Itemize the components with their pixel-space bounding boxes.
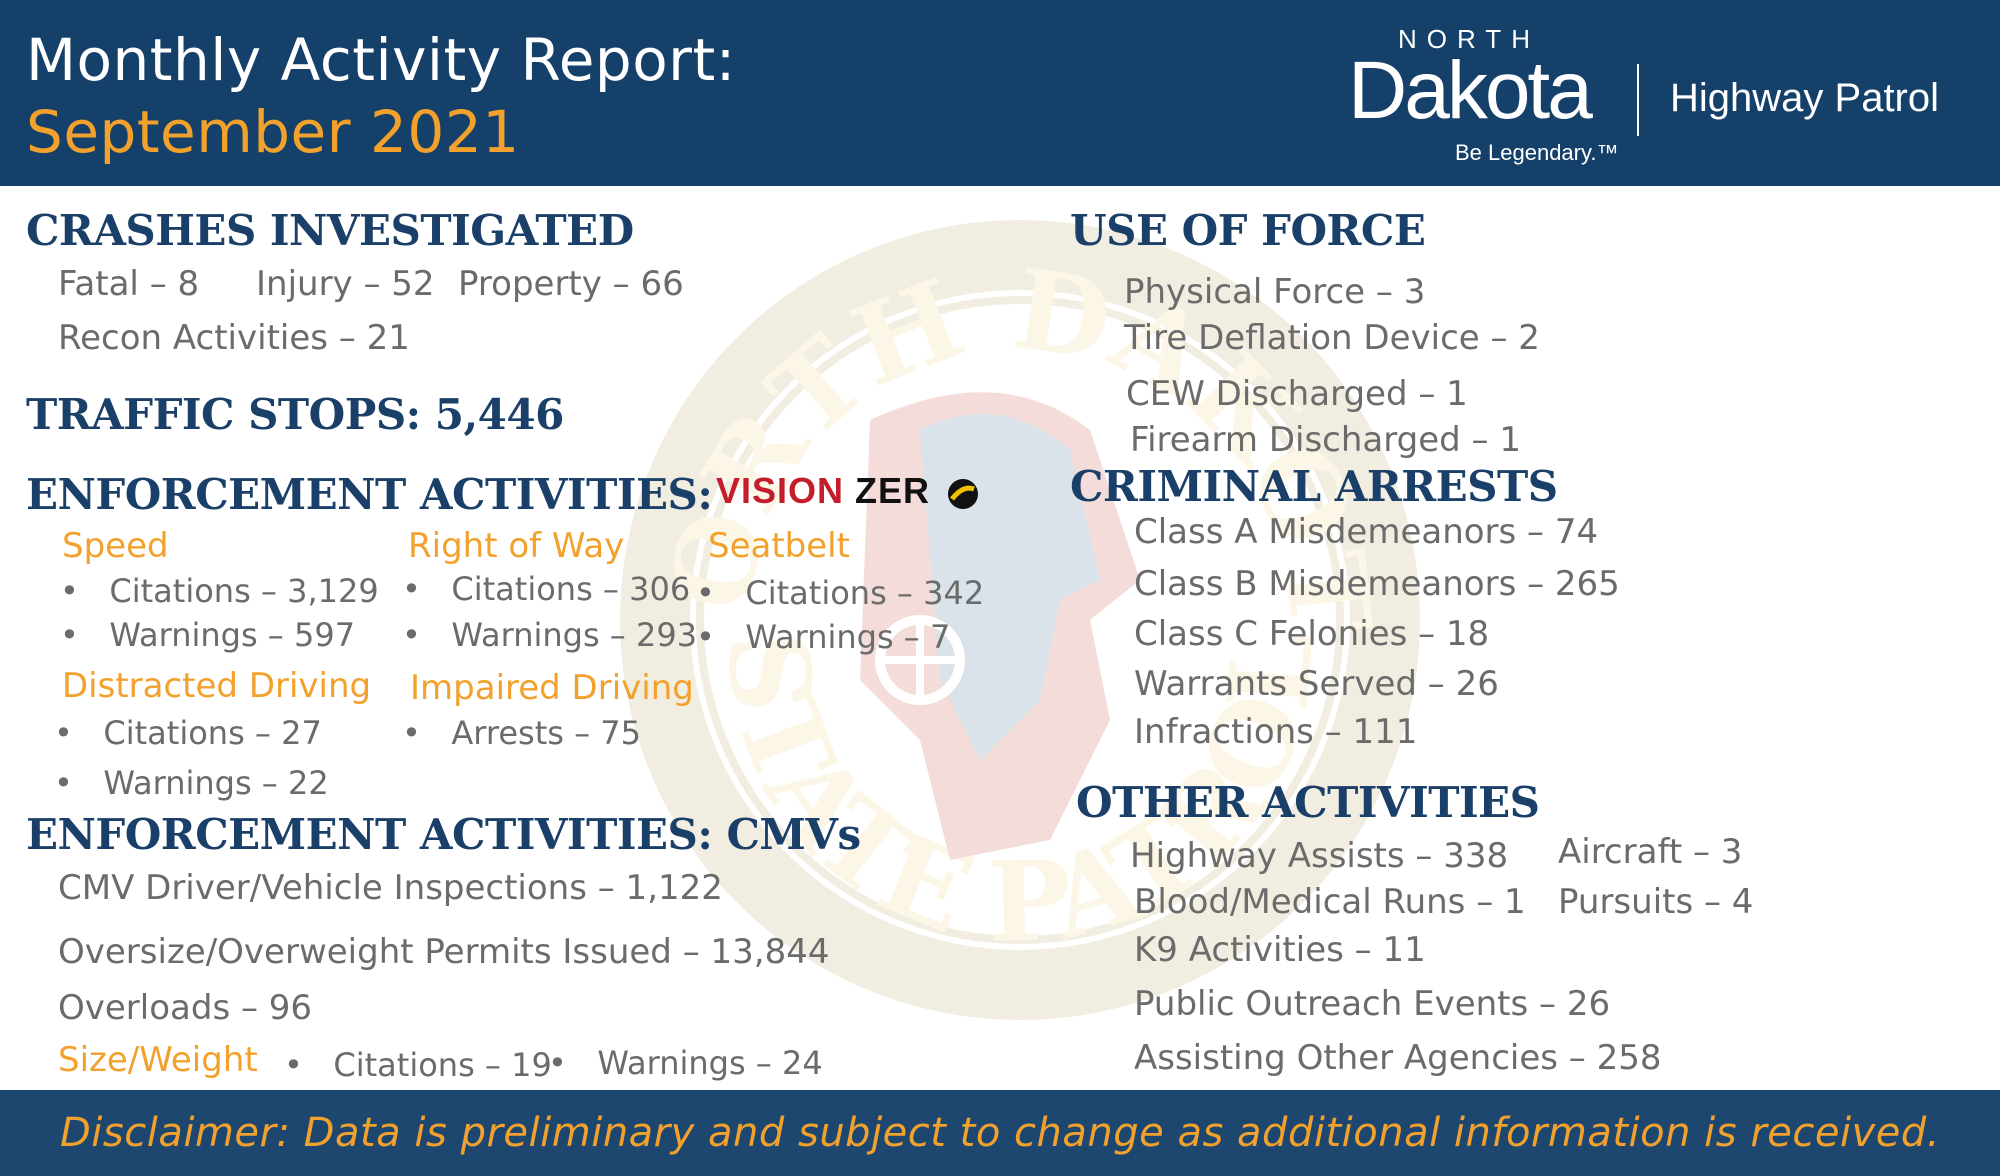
use-of-force-heading: USE OF FORCE	[1070, 206, 1426, 255]
vision-zero-logo: VISION ZER	[716, 470, 930, 512]
use-of-force-item: Firearm Discharged – 1	[1130, 420, 1521, 460]
impaired-arrests: • Arrests – 75	[402, 714, 641, 752]
logo-agency-name: Highway Patrol	[1670, 76, 1940, 120]
right-of-way-title: Right of Way	[408, 526, 625, 566]
use-of-force-item: CEW Discharged – 1	[1126, 374, 1468, 414]
impaired-title: Impaired Driving	[410, 668, 694, 708]
cmv-overloads: Overloads – 96	[58, 988, 313, 1028]
distracted-citations: • Citations – 27	[54, 714, 322, 752]
speed-citations: • Citations – 3,129	[60, 572, 379, 610]
criminal-arrest-item: Warrants Served – 26	[1134, 664, 1499, 704]
cmv-heading: ENFORCEMENT ACTIVITIES: CMVs	[26, 810, 861, 859]
enforcement-heading: ENFORCEMENT ACTIVITIES:	[26, 470, 713, 519]
size-weight-warnings: • Warnings – 24	[548, 1044, 823, 1082]
other-k9: K9 Activities – 11	[1134, 930, 1426, 970]
report-title: Monthly Activity Report:	[26, 26, 736, 94]
other-assisting: Assisting Other Agencies – 258	[1134, 1038, 1662, 1078]
footer-bar	[0, 1090, 2000, 1176]
right-of-way-citations: • Citations – 306	[402, 570, 691, 608]
use-of-force-item: Physical Force – 3	[1124, 272, 1426, 312]
criminal-arrest-item: Class C Felonies – 18	[1134, 614, 1490, 654]
speed-title: Speed	[62, 526, 169, 566]
vision-zero-part2: ZER	[855, 470, 931, 511]
logo-dakota-text: Dakota	[1348, 45, 1593, 136]
crashes-injury: Injury – 52	[256, 264, 435, 304]
seatbelt-warnings: • Warnings – 7	[696, 618, 951, 656]
logo-north-text: NORTH	[1398, 24, 1540, 54]
state-patrol-seal-watermark: NORTH DAKOTA STATE PATROL	[620, 200, 1420, 1020]
criminal-arrest-item: Class B Misdemeanors – 265	[1134, 564, 1620, 604]
other-highway-assists: Highway Assists – 338	[1130, 836, 1509, 876]
crashes-heading: CRASHES INVESTIGATED	[26, 206, 634, 255]
report-header	[0, 0, 2000, 186]
logo-tagline: Be Legendary.™	[1455, 140, 1619, 165]
other-pursuits: Pursuits – 4	[1558, 882, 1754, 922]
right-of-way-warnings: • Warnings – 293	[402, 616, 698, 654]
disclaimer-text: Disclaimer: Data is preliminary and subj…	[59, 1110, 1941, 1156]
size-weight-citations: • Citations – 19	[284, 1046, 552, 1084]
speed-warnings: • Warnings – 597	[60, 616, 356, 654]
use-of-force-item: Tire Deflation Device – 2	[1124, 318, 1540, 358]
traffic-stops-heading: TRAFFIC STOPS: 5,446	[26, 390, 564, 439]
criminal-arrests-heading: CRIMINAL ARRESTS	[1070, 462, 1558, 511]
other-blood-medical: Blood/Medical Runs – 1	[1134, 882, 1526, 922]
seatbelt-citations: • Citations – 342	[696, 574, 985, 612]
crashes-fatal: Fatal – 8	[58, 264, 200, 304]
seatbelt-title: Seatbelt	[708, 526, 850, 566]
logo-divider	[1637, 64, 1639, 136]
crashes-property: Property – 66	[458, 264, 684, 304]
distracted-warnings: • Warnings – 22	[54, 764, 329, 802]
criminal-arrest-item: Class A Misdemeanors – 74	[1134, 512, 1599, 552]
report-month: September 2021	[26, 98, 520, 166]
vision-zero-o-icon	[948, 479, 978, 509]
size-weight-title: Size/Weight	[58, 1040, 258, 1080]
crashes-recon: Recon Activities – 21	[58, 318, 410, 358]
cmv-inspections: CMV Driver/Vehicle Inspections – 1,122	[58, 868, 723, 908]
other-outreach: Public Outreach Events – 26	[1134, 984, 1611, 1024]
distracted-title: Distracted Driving	[62, 666, 372, 706]
vision-zero-part1: VISION	[716, 470, 845, 511]
criminal-arrest-item: Infractions – 111	[1134, 712, 1418, 752]
other-aircraft: Aircraft – 3	[1558, 832, 1743, 872]
cmv-permits: Oversize/Overweight Permits Issued – 13,…	[58, 932, 830, 972]
other-activities-heading: OTHER ACTIVITIES	[1076, 778, 1540, 827]
